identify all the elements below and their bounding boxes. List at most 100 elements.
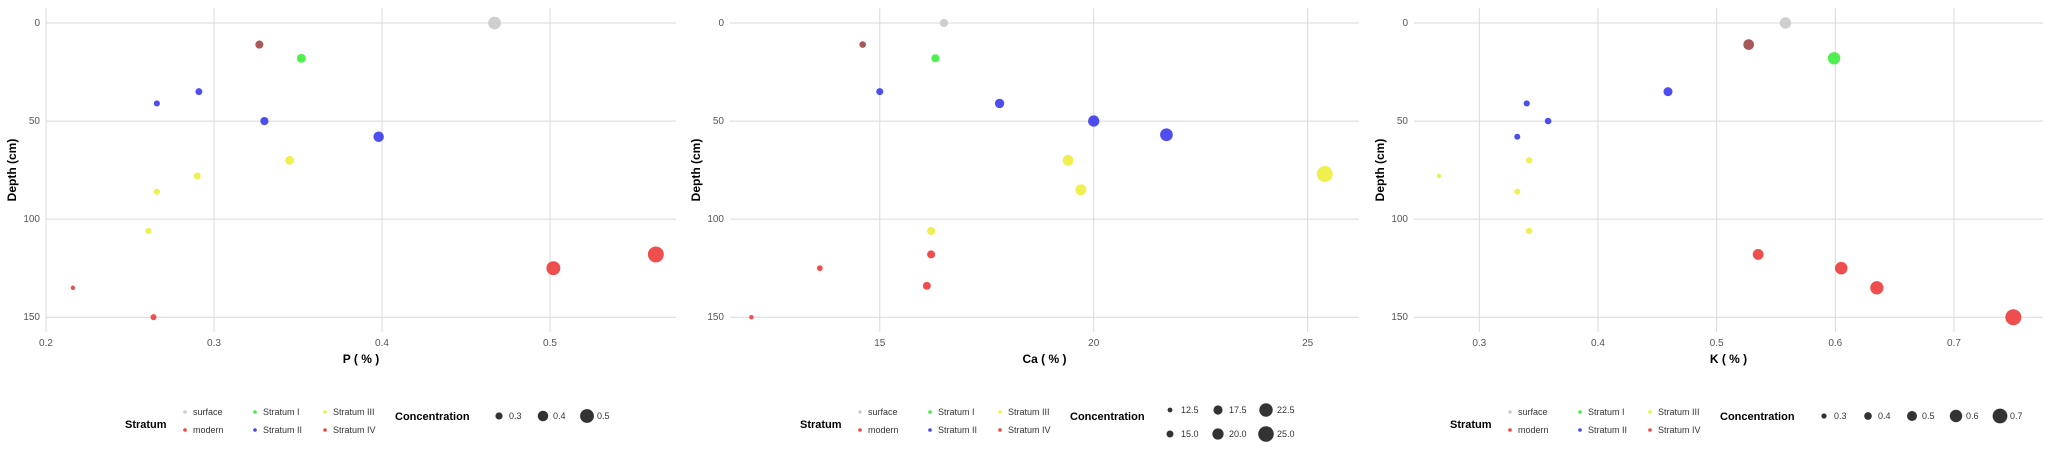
chart-panel-2: 15 20 25 0 50 100 150 Ca ( % ) Depth (cm) Stratum… — [689, 8, 1359, 442]
stratum-legend: Stratum surface modern Stratum I Stratum II S… — [800, 407, 1051, 435]
size-legend-key — [1949, 409, 1963, 423]
legend-label: modern — [868, 425, 899, 435]
data-point — [939, 18, 949, 28]
legend-key — [323, 428, 327, 432]
legend-key — [253, 428, 257, 432]
chart-panel-1: 0.2 0.3 0.4 0.5 0 50 100 150 P ( % ) Depth (cm) St… — [5, 8, 676, 435]
y-tick-label: 100 — [23, 214, 40, 225]
legend-label: Stratum III — [1658, 407, 1700, 417]
legend-key — [928, 410, 932, 414]
size-legend-key — [1992, 408, 2008, 424]
data-point — [2005, 309, 2022, 326]
legend-label: Stratum IV — [1658, 425, 1701, 435]
legend-label: surface — [1518, 407, 1548, 417]
x-axis-title: P ( % ) — [343, 352, 379, 366]
concentration-legend-title: Concentration — [395, 411, 470, 423]
x-tick-label: 0.5 — [1710, 338, 1724, 349]
size-legend-label: 22.5 — [1277, 405, 1295, 415]
x-tick-label: 20 — [1088, 338, 1100, 349]
size-legend-key — [1212, 428, 1224, 440]
y-tick-label: 100 — [1391, 214, 1408, 225]
legend-label: modern — [1518, 425, 1549, 435]
legend-key — [998, 428, 1002, 432]
chart-panel-3: 0.3 0.4 0.5 0.6 0.7 0 50 100 150 K ( % ) Depth (cm… — [1373, 8, 2043, 435]
size-legend-label: 0.3 — [509, 411, 522, 421]
legend-key — [183, 410, 187, 414]
size-legend-label: 0.4 — [1878, 411, 1891, 421]
data-point — [1514, 188, 1521, 195]
legend-key — [1578, 428, 1582, 432]
stratum-legend: Stratum surface modern Stratum I Stratum II S… — [1450, 407, 1701, 435]
legend-label: Stratum IV — [1008, 425, 1051, 435]
data-point — [1663, 87, 1673, 97]
data-point — [153, 188, 160, 195]
x-tick-label: 25 — [1302, 338, 1314, 349]
data-point — [647, 246, 664, 263]
data-point — [546, 261, 561, 276]
y-tick-label: 50 — [1397, 116, 1409, 127]
legend-label: surface — [868, 407, 898, 417]
data-point — [153, 100, 160, 107]
legend-label: Stratum III — [333, 407, 375, 417]
y-axis-title: Depth (cm) — [5, 139, 19, 202]
data-point — [1160, 128, 1173, 142]
concentration-legend-title: Concentration — [1070, 411, 1145, 423]
data-point — [1062, 154, 1074, 166]
data-point — [1525, 227, 1533, 235]
x-tick-label: 0.2 — [39, 338, 53, 349]
size-legend-label: 12.5 — [1181, 405, 1199, 415]
size-legend-key — [1167, 407, 1173, 413]
size-legend-label: 25.0 — [1277, 429, 1295, 439]
legend-label: surface — [193, 407, 223, 417]
data-point — [876, 88, 884, 96]
x-tick-label: 0.3 — [207, 338, 221, 349]
legend-key — [1508, 410, 1512, 414]
legend-key — [183, 428, 187, 432]
y-tick-label: 100 — [707, 214, 724, 225]
data-point — [816, 265, 823, 272]
size-legend-label: 20.0 — [1229, 429, 1247, 439]
y-axis-title: Depth (cm) — [1373, 139, 1387, 202]
data-point — [1743, 39, 1755, 50]
size-legend-key — [1213, 405, 1223, 415]
x-tick-label: 0.4 — [1591, 338, 1605, 349]
data-point — [1779, 17, 1792, 29]
y-tick-label: 150 — [707, 312, 724, 323]
y-tick-label: 0 — [718, 18, 724, 29]
y-tick-label: 50 — [29, 116, 41, 127]
y-tick-label: 0 — [34, 18, 40, 29]
legend-label: Stratum II — [1588, 425, 1627, 435]
size-legend-key — [537, 410, 549, 422]
legend-key — [253, 410, 257, 414]
concentration-legend: Concentration 0.3 0.4 0.5 0.6 0.7 — [1720, 408, 2023, 424]
data-point — [994, 98, 1005, 109]
legend-key — [1648, 410, 1652, 414]
legend-key — [858, 410, 862, 414]
data-point — [1544, 117, 1552, 125]
legend-label: Stratum I — [263, 407, 300, 417]
legend-key — [1648, 428, 1652, 432]
legend-key — [323, 410, 327, 414]
data-point — [1075, 184, 1087, 196]
data-point — [260, 116, 269, 126]
legend-key — [858, 428, 862, 432]
size-legend-label: 17.5 — [1229, 405, 1247, 415]
x-axis-title: K ( % ) — [1710, 352, 1747, 366]
size-legend-label: 0.6 — [1966, 411, 1979, 421]
legend-key — [928, 428, 932, 432]
concentration-legend-title: Concentration — [1720, 411, 1795, 423]
data-point — [931, 54, 940, 63]
y-axis-title: Depth (cm) — [689, 139, 703, 202]
data-point — [1752, 249, 1764, 260]
legend-label: modern — [193, 425, 224, 435]
size-legend-label: 0.4 — [553, 411, 566, 421]
data-point — [285, 155, 294, 165]
x-tick-label: 0.4 — [375, 338, 389, 349]
size-legend-label: 0.3 — [1834, 411, 1847, 421]
y-tick-label: 150 — [23, 312, 40, 323]
data-point — [255, 40, 264, 49]
data-point — [488, 16, 501, 30]
data-point — [1827, 52, 1841, 65]
size-legend-label: 0.7 — [2010, 411, 2023, 421]
